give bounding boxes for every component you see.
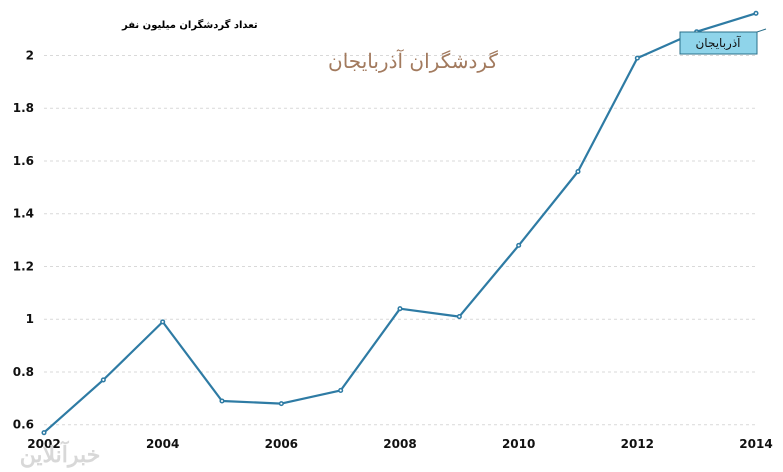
x-tick-label: 2002: [27, 437, 60, 451]
x-tick-label: 2012: [621, 437, 654, 451]
legend-leader-line: [756, 28, 767, 33]
y-tick-label: 1.8: [13, 101, 34, 115]
data-point: [100, 377, 106, 383]
data-point: [41, 430, 47, 436]
series-layer: [41, 10, 759, 436]
y-tick-label: 1.2: [13, 259, 34, 273]
x-tick-label: 2014: [739, 437, 772, 451]
data-point: [575, 168, 581, 175]
y-tick-label: 1: [26, 312, 34, 326]
x-tick-label: 2010: [502, 437, 535, 451]
x-tick-label: 2008: [383, 437, 416, 451]
series-line: [43, 12, 757, 434]
data-point: [160, 319, 166, 325]
data-point: [397, 306, 403, 312]
data-point: [278, 401, 284, 407]
x-axis-ticks: 2002 2004 2006 2008 2010 2012 2014: [27, 437, 772, 451]
data-point: [516, 242, 522, 248]
data-point: [753, 10, 759, 16]
legend: آذربایجان: [679, 28, 767, 55]
legend-box: [679, 31, 758, 55]
grid-lines: [44, 54, 756, 426]
y-tick-label: 1.6: [13, 154, 34, 168]
y-tick-label: 0.8: [13, 365, 34, 379]
data-point: [338, 387, 344, 393]
x-tick-label: 2004: [146, 437, 179, 451]
data-point: [634, 55, 640, 61]
x-tick-label: 2006: [265, 437, 298, 451]
watermark-logo: خبرآنلاین: [20, 440, 101, 468]
y-tick-label: 2: [26, 48, 34, 62]
y-axis-title: تعداد گردشگران میلیون نفر: [121, 18, 258, 31]
data-point: [219, 398, 225, 404]
data-point: [456, 314, 462, 320]
y-tick-label: 0.6: [13, 418, 34, 432]
chart-title: گردشگران آذربایجان: [328, 49, 498, 73]
y-tick-label: 1.4: [13, 207, 34, 221]
y-axis-ticks: 0.6 0.8 1 1.2 1.4 1.6 1.8 2: [13, 48, 34, 431]
legend-entry: آذربایجان: [695, 35, 741, 51]
